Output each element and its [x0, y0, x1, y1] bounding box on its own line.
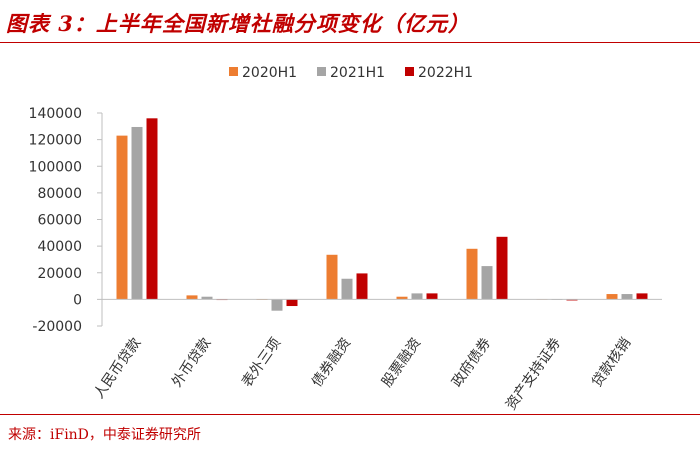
bar-2020H1-3	[326, 254, 338, 300]
x-category-label: 债券融资	[309, 335, 354, 390]
bar-2021H1-0	[131, 126, 143, 300]
bar-2022H1-4	[426, 293, 438, 300]
bar-2020H1-7	[606, 294, 618, 300]
x-category-label: 股票融资	[379, 335, 424, 390]
x-category-label: 外币贷款	[169, 335, 214, 390]
y-tick-label: 140000	[29, 106, 82, 122]
bar-series	[116, 118, 648, 311]
bar-2022H1-7	[636, 293, 648, 300]
bar-2020H1-5	[466, 248, 478, 300]
legend-label: 2021H1	[330, 65, 385, 81]
bar-2022H1-0	[146, 118, 158, 300]
legend-swatch-2021H1	[317, 67, 326, 76]
bar-2022H1-3	[356, 273, 368, 300]
bar-2021H1-1	[201, 296, 213, 300]
bar-2022H1-5	[496, 236, 508, 300]
x-category-label: 资产支持证券	[503, 335, 564, 413]
y-tick-label: 120000	[29, 133, 82, 149]
legend-label: 2020H1	[242, 65, 297, 81]
legend-label: 2022H1	[418, 65, 473, 81]
bar-2021H1-3	[341, 278, 353, 300]
x-axis: 人民币贷款 外币贷款 表外三项 债券融资 股票融资 政府债券 资产支持证券 贷款核销	[91, 298, 662, 413]
chart-title: 图表 3：上半年全国新增社融分项变化（亿元）	[6, 11, 470, 36]
x-category-label: 政府债券	[449, 335, 494, 390]
bar-2022H1-2	[286, 299, 298, 307]
y-tick-label: 80000	[37, 186, 82, 202]
y-tick-label: 20000	[37, 266, 82, 282]
y-tick-label: -20000	[32, 319, 82, 335]
bar-2022H1-6	[566, 299, 578, 301]
x-category-label: 人民币贷款	[91, 335, 144, 402]
bar-2021H1-5	[481, 266, 493, 300]
title-divider	[0, 42, 700, 43]
y-tick-label: 0	[73, 292, 82, 308]
bar-2021H1-4	[411, 293, 423, 300]
legend-swatch-2020H1	[229, 67, 238, 76]
y-tick-label: 40000	[37, 239, 82, 255]
source-note: 来源：iFinD，中泰证券研究所	[8, 427, 201, 443]
legend-swatch-2022H1	[405, 67, 414, 76]
bar-2021H1-7	[621, 294, 633, 300]
bar-2020H1-4	[396, 296, 408, 300]
y-tick-label: 100000	[29, 159, 82, 175]
bar-2021H1-2	[271, 299, 283, 311]
bar-2020H1-1	[186, 295, 198, 300]
footer-divider	[0, 414, 700, 415]
bar-chart: 2020H1 2021H1 2022H1 -20000 0 20000 40000 6000…	[29, 65, 662, 413]
x-category-label: 贷款核销	[589, 335, 634, 390]
y-axis: -20000 0 20000 40000 60000 80000 100000 120000 1…	[29, 106, 103, 335]
x-category-label: 表外三项	[239, 335, 284, 390]
y-tick-label: 60000	[37, 213, 82, 229]
chart-legend: 2020H1 2021H1 2022H1	[229, 65, 473, 81]
bar-2020H1-0	[116, 135, 128, 300]
